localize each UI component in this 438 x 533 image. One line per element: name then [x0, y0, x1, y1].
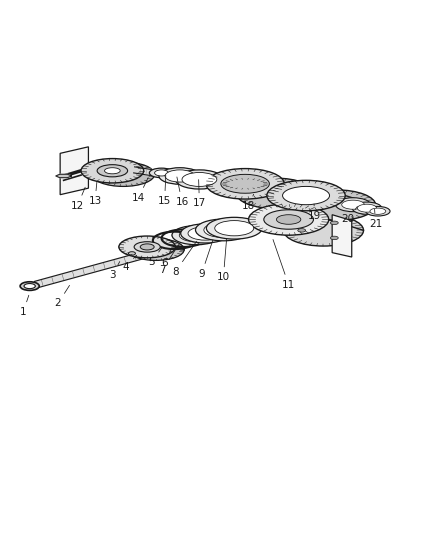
Ellipse shape: [92, 162, 155, 187]
Ellipse shape: [119, 236, 176, 258]
Ellipse shape: [181, 224, 230, 243]
Ellipse shape: [297, 190, 376, 220]
Text: 8: 8: [172, 241, 197, 277]
Polygon shape: [56, 174, 71, 177]
Text: 5: 5: [148, 248, 162, 267]
Ellipse shape: [283, 187, 329, 205]
Ellipse shape: [249, 204, 328, 235]
Ellipse shape: [188, 227, 222, 240]
Text: 3: 3: [109, 262, 120, 280]
Ellipse shape: [24, 284, 35, 289]
Text: 9: 9: [198, 240, 213, 279]
Text: 10: 10: [217, 239, 230, 282]
Ellipse shape: [237, 178, 315, 208]
Ellipse shape: [20, 282, 39, 290]
Ellipse shape: [298, 229, 306, 232]
Text: 19: 19: [308, 204, 321, 221]
Ellipse shape: [204, 222, 243, 238]
Text: 4: 4: [122, 255, 137, 271]
Ellipse shape: [182, 173, 217, 187]
Text: 15: 15: [158, 175, 171, 206]
Ellipse shape: [276, 215, 301, 224]
Ellipse shape: [366, 206, 390, 216]
Ellipse shape: [352, 202, 382, 214]
Ellipse shape: [176, 170, 223, 189]
Text: 11: 11: [273, 239, 295, 290]
Ellipse shape: [128, 252, 135, 255]
Ellipse shape: [370, 208, 386, 214]
Polygon shape: [332, 215, 352, 257]
Polygon shape: [60, 147, 88, 195]
Ellipse shape: [206, 217, 262, 239]
Text: 1: 1: [20, 295, 29, 317]
Ellipse shape: [165, 170, 194, 182]
Polygon shape: [35, 244, 174, 288]
Text: 12: 12: [71, 187, 85, 211]
Ellipse shape: [97, 165, 127, 177]
Text: 18: 18: [242, 194, 255, 212]
Text: 6: 6: [161, 249, 171, 269]
Ellipse shape: [179, 229, 213, 242]
Ellipse shape: [134, 241, 160, 252]
Ellipse shape: [81, 158, 144, 183]
Text: 20: 20: [341, 206, 357, 224]
Ellipse shape: [330, 221, 338, 224]
Ellipse shape: [215, 221, 254, 236]
Ellipse shape: [172, 225, 221, 245]
Ellipse shape: [267, 180, 345, 211]
Ellipse shape: [357, 204, 377, 212]
Text: 14: 14: [132, 177, 148, 203]
Ellipse shape: [336, 198, 371, 212]
Text: 13: 13: [88, 182, 102, 206]
Ellipse shape: [140, 244, 154, 250]
Ellipse shape: [159, 168, 201, 184]
Ellipse shape: [330, 236, 338, 240]
Ellipse shape: [149, 168, 174, 177]
Ellipse shape: [195, 219, 251, 241]
Text: 2: 2: [55, 285, 70, 309]
Text: 7: 7: [159, 244, 179, 274]
Ellipse shape: [283, 215, 364, 246]
Ellipse shape: [155, 170, 169, 176]
Text: 21: 21: [369, 209, 382, 229]
Ellipse shape: [342, 200, 364, 209]
Ellipse shape: [221, 174, 269, 193]
Ellipse shape: [127, 239, 184, 261]
Polygon shape: [134, 167, 195, 182]
Ellipse shape: [206, 168, 284, 199]
Ellipse shape: [264, 210, 314, 229]
Ellipse shape: [105, 168, 120, 174]
Text: 17: 17: [193, 180, 206, 208]
Text: 16: 16: [175, 177, 189, 207]
